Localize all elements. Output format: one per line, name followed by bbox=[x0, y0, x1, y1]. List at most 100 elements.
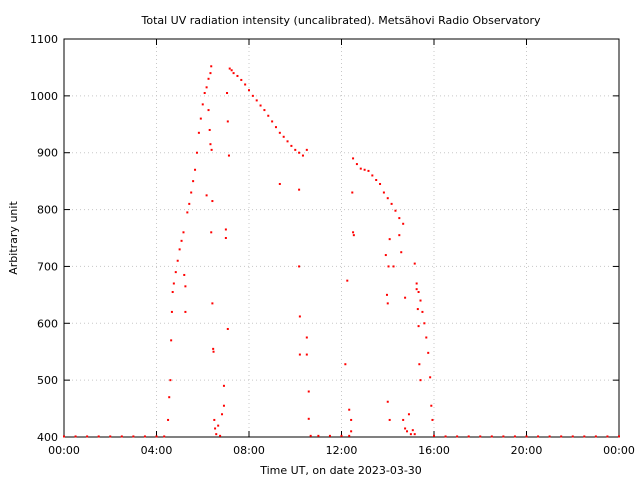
data-point bbox=[170, 339, 173, 342]
data-point bbox=[305, 353, 308, 356]
data-point bbox=[298, 151, 301, 154]
data-point bbox=[386, 302, 389, 305]
data-point bbox=[195, 151, 198, 154]
data-point bbox=[132, 435, 135, 438]
data-point bbox=[417, 291, 420, 294]
data-point bbox=[571, 435, 574, 438]
data-point bbox=[301, 154, 304, 157]
data-point bbox=[386, 400, 389, 403]
data-point bbox=[263, 109, 266, 112]
y-tick-label: 600 bbox=[37, 317, 58, 330]
data-point bbox=[425, 336, 428, 339]
data-point bbox=[404, 296, 407, 299]
x-tick-label: 00:00 bbox=[48, 444, 80, 457]
x-tick-label: 00:00 bbox=[603, 444, 635, 457]
data-point bbox=[375, 179, 378, 182]
data-point bbox=[305, 336, 308, 339]
data-point bbox=[232, 72, 235, 75]
data-point bbox=[267, 114, 270, 117]
data-point bbox=[271, 120, 274, 123]
data-point bbox=[172, 282, 175, 285]
data-point bbox=[86, 435, 89, 438]
data-point bbox=[278, 131, 281, 134]
data-point bbox=[416, 308, 419, 311]
data-point bbox=[583, 435, 586, 438]
grid-lines bbox=[64, 39, 619, 437]
data-point bbox=[282, 135, 285, 138]
data-point bbox=[244, 83, 247, 86]
x-tick-label: 08:00 bbox=[233, 444, 265, 457]
x-tick-label: 20:00 bbox=[511, 444, 543, 457]
data-point bbox=[382, 191, 385, 194]
data-point bbox=[490, 435, 493, 438]
data-point bbox=[219, 434, 222, 437]
data-point bbox=[109, 435, 112, 438]
data-point bbox=[298, 315, 301, 318]
data-point bbox=[188, 202, 191, 205]
data-point bbox=[344, 363, 347, 366]
data-point bbox=[174, 271, 177, 274]
data-point bbox=[255, 99, 258, 102]
data-point bbox=[221, 413, 224, 416]
data-point bbox=[348, 408, 351, 411]
data-point bbox=[197, 131, 200, 134]
data-point bbox=[155, 435, 158, 438]
data-point bbox=[226, 327, 229, 330]
data-point bbox=[618, 435, 620, 438]
data-point bbox=[606, 435, 609, 438]
y-axis-label: Arbitrary unit bbox=[7, 201, 20, 275]
data-point bbox=[371, 174, 374, 177]
data-point bbox=[182, 231, 185, 234]
data-point bbox=[307, 417, 310, 420]
x-tick-label: 16:00 bbox=[418, 444, 450, 457]
data-point bbox=[348, 434, 351, 437]
data-point bbox=[398, 234, 401, 237]
data-point bbox=[385, 293, 388, 296]
data-point bbox=[298, 353, 301, 356]
data-point bbox=[207, 77, 210, 80]
x-axis-label: Time UT, on date 2023-03-30 bbox=[259, 464, 422, 477]
data-point bbox=[167, 418, 170, 421]
data-point bbox=[210, 65, 213, 68]
data-point bbox=[298, 265, 301, 268]
data-point bbox=[407, 413, 410, 416]
data-point bbox=[427, 351, 430, 354]
data-point bbox=[400, 251, 403, 254]
data-point bbox=[205, 194, 208, 197]
data-point bbox=[386, 197, 389, 200]
data-point bbox=[363, 168, 366, 171]
data-point bbox=[317, 434, 320, 437]
data-point bbox=[359, 167, 362, 170]
data-point bbox=[430, 404, 433, 407]
data-point bbox=[421, 310, 424, 313]
data-point bbox=[227, 154, 230, 157]
data-point bbox=[120, 435, 123, 438]
data-point bbox=[170, 310, 173, 313]
data-point bbox=[419, 299, 422, 302]
data-point bbox=[203, 92, 206, 95]
y-tick-label: 400 bbox=[37, 431, 58, 444]
data-point bbox=[215, 433, 218, 436]
y-tick-label: 800 bbox=[37, 204, 58, 217]
data-point bbox=[392, 265, 395, 268]
data-point bbox=[171, 291, 174, 294]
data-point bbox=[413, 433, 416, 436]
data-point bbox=[352, 234, 355, 237]
x-tick-label: 12:00 bbox=[326, 444, 358, 457]
data-point bbox=[384, 254, 387, 257]
data-point bbox=[259, 104, 262, 107]
data-point bbox=[226, 120, 229, 123]
data-point bbox=[415, 282, 418, 285]
data-point bbox=[210, 148, 213, 151]
data-point bbox=[355, 163, 358, 166]
data-point bbox=[290, 144, 293, 147]
data-point bbox=[352, 157, 355, 160]
data-point bbox=[367, 169, 370, 172]
y-tick-label: 500 bbox=[37, 374, 58, 387]
chart-title: Total UV radiation intensity (uncalibrat… bbox=[141, 14, 541, 27]
data-point bbox=[350, 430, 353, 433]
data-point bbox=[236, 74, 239, 77]
data-point bbox=[415, 288, 418, 291]
data-point bbox=[352, 231, 355, 234]
data-point bbox=[388, 418, 391, 421]
